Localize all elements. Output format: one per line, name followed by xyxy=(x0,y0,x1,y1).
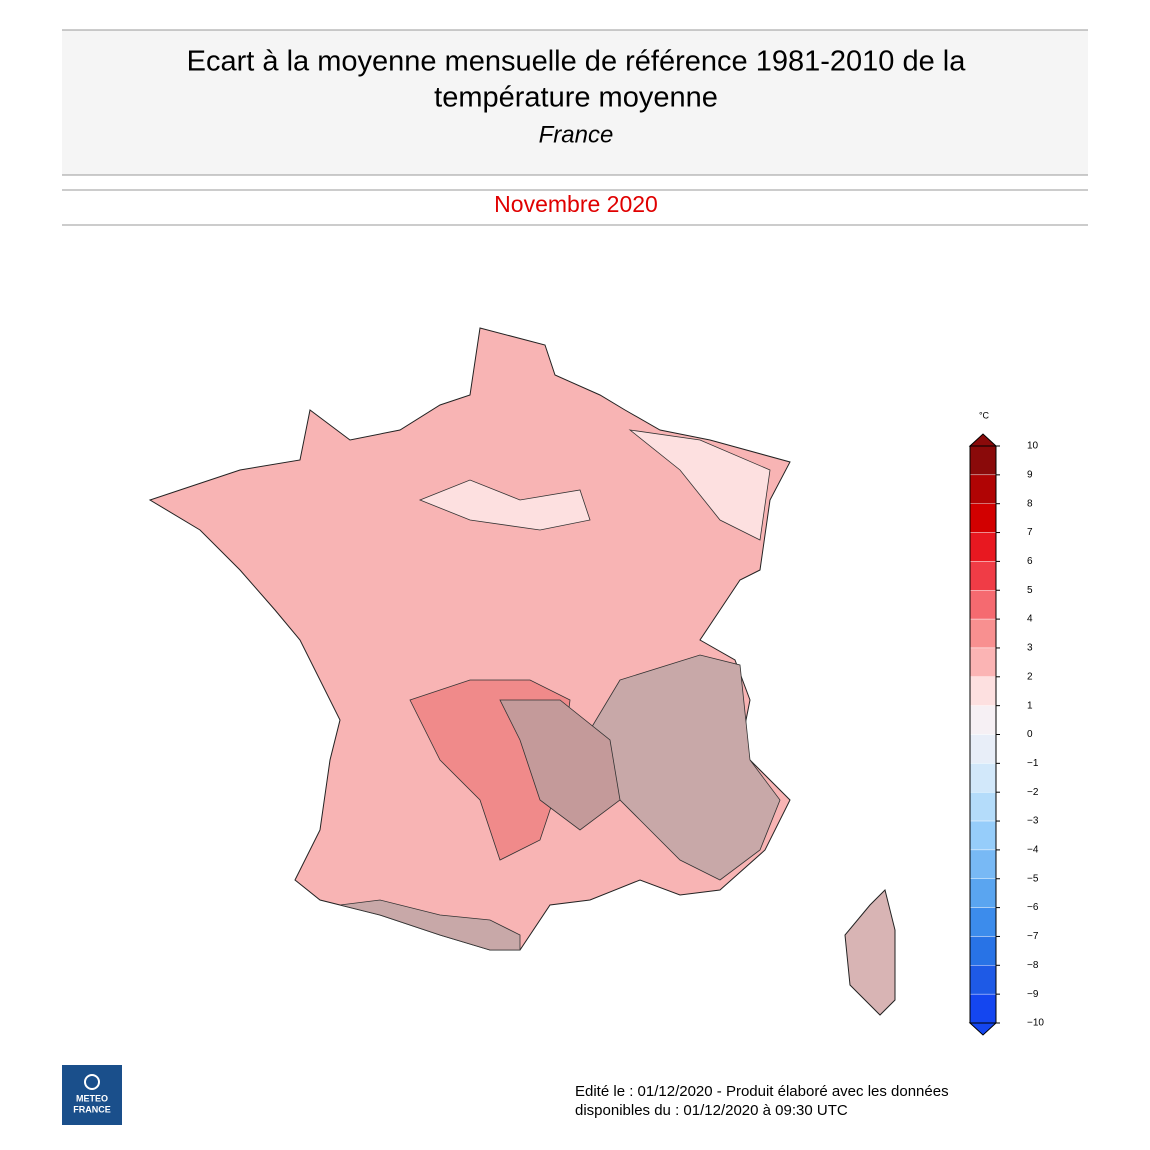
colorbar-band xyxy=(969,561,997,591)
colorbar-band xyxy=(969,820,997,851)
colorbar-tick-label: 7 xyxy=(1027,527,1033,538)
footer: Edité le : 01/12/2020 - Produit élaboré … xyxy=(575,1083,949,1100)
title: température moyenne xyxy=(434,82,718,114)
colorbar-tick-label: 4 xyxy=(1027,614,1033,625)
colorbar-tick-label: −2 xyxy=(1027,787,1039,798)
colorbar-tick-label: 3 xyxy=(1027,643,1033,654)
colorbar-band xyxy=(969,965,997,995)
logo: METEO FRANCE xyxy=(62,1065,122,1125)
colorbar-band xyxy=(969,792,997,822)
contour-area xyxy=(418,479,591,531)
map xyxy=(148,327,896,1016)
colorbar-tick-label: 6 xyxy=(1027,556,1033,567)
colorbar-tick-label: 9 xyxy=(1027,469,1033,480)
colorbar-band xyxy=(969,445,997,476)
colorbar-band xyxy=(969,993,997,1024)
colorbar-band xyxy=(969,763,997,793)
colorbar-band xyxy=(969,705,997,735)
colorbar-band xyxy=(969,849,997,879)
colorbar-tick-label: −5 xyxy=(1027,873,1039,884)
title: Ecart à la moyenne mensuelle de référenc… xyxy=(187,46,967,78)
colorbar-band xyxy=(969,590,997,620)
contour-area xyxy=(628,429,771,541)
colorbar-arrow xyxy=(968,433,998,447)
logo-icon xyxy=(84,1074,100,1090)
region: France xyxy=(539,121,614,148)
logo-text: FRANCE xyxy=(73,1104,111,1114)
colorbar-tick-label: −7 xyxy=(1027,931,1039,942)
colorbar-band xyxy=(969,532,997,562)
colorbar-tick-label: 10 xyxy=(1027,441,1039,452)
colorbar-arrow xyxy=(968,1022,998,1036)
colorbar-band xyxy=(969,734,997,764)
colorbar-tick-label: 0 xyxy=(1027,729,1033,740)
colorbar-band xyxy=(969,618,997,649)
colorbar-tick-label: −4 xyxy=(1027,845,1039,856)
colorbar-band xyxy=(969,878,997,908)
colorbar-tick-label: −8 xyxy=(1027,960,1039,971)
colorbar-tick-label: −1 xyxy=(1027,758,1039,769)
colorbar-band xyxy=(969,676,997,706)
colorbar-tick-label: 2 xyxy=(1027,671,1033,682)
period: Novembre 2020 xyxy=(494,191,658,217)
colorbar-tick-label: 5 xyxy=(1027,585,1033,596)
colorbar-tick-label: −3 xyxy=(1027,816,1039,827)
contour-area xyxy=(499,699,621,831)
colorbar-band xyxy=(969,503,997,533)
colorbar-band xyxy=(969,474,997,504)
colorbar-band xyxy=(969,647,997,678)
logo-text: METEO xyxy=(76,1093,108,1103)
title-box xyxy=(62,30,1088,175)
colorbar-unit: °C xyxy=(979,410,990,420)
colorbar-tick-label: 1 xyxy=(1027,700,1033,711)
footer: disponibles du : 01/12/2020 à 09:30 UTC xyxy=(575,1102,848,1119)
corsica xyxy=(844,889,896,1016)
colorbar-tick-label: −6 xyxy=(1027,902,1039,913)
colorbar-tick-label: −9 xyxy=(1027,989,1039,1000)
colorbar-band xyxy=(969,907,997,937)
colorbar-band xyxy=(969,936,997,966)
colorbar-tick-label: −10 xyxy=(1027,1018,1044,1029)
contour-area xyxy=(339,899,521,951)
colorbar-tick-label: 8 xyxy=(1027,498,1033,509)
